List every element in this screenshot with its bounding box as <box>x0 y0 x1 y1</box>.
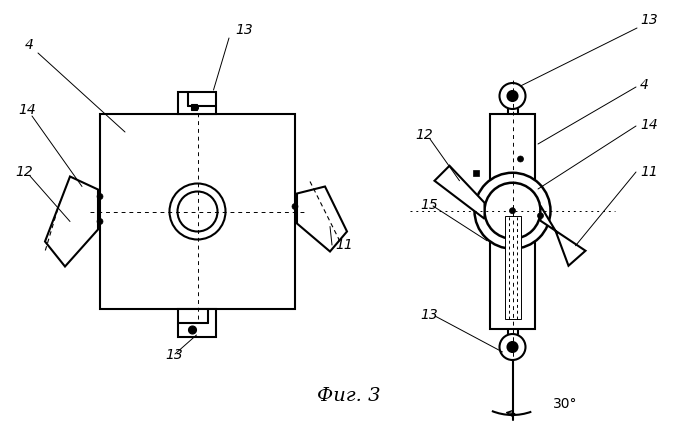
Circle shape <box>97 193 103 200</box>
Circle shape <box>97 218 103 224</box>
Circle shape <box>517 156 524 162</box>
Text: 11: 11 <box>640 165 658 179</box>
Circle shape <box>169 184 226 240</box>
Bar <box>191 104 196 110</box>
Bar <box>178 309 215 337</box>
Text: 30°: 30° <box>552 397 577 411</box>
Circle shape <box>189 326 196 334</box>
Circle shape <box>178 192 217 232</box>
Polygon shape <box>297 187 347 251</box>
Text: 13: 13 <box>235 23 253 37</box>
Text: Фиг. 3: Фиг. 3 <box>317 387 381 405</box>
Text: 13: 13 <box>640 13 658 27</box>
Text: 11: 11 <box>335 238 353 252</box>
Text: 12: 12 <box>415 128 433 142</box>
Circle shape <box>500 83 526 109</box>
Polygon shape <box>540 206 586 266</box>
Text: 14: 14 <box>640 118 658 132</box>
Bar <box>505 216 521 319</box>
Text: 15: 15 <box>420 198 438 212</box>
Bar <box>100 114 295 309</box>
Circle shape <box>507 342 517 352</box>
Circle shape <box>538 213 544 219</box>
Circle shape <box>475 173 551 249</box>
Circle shape <box>484 183 540 239</box>
Text: 13: 13 <box>165 348 182 362</box>
Text: 4: 4 <box>640 78 649 92</box>
Polygon shape <box>45 176 98 267</box>
Circle shape <box>507 91 517 101</box>
Bar <box>178 92 215 114</box>
Polygon shape <box>435 166 484 219</box>
Circle shape <box>292 204 298 209</box>
Text: 4: 4 <box>25 38 34 52</box>
Text: 13: 13 <box>420 308 438 322</box>
Text: 12: 12 <box>15 165 33 179</box>
Bar <box>490 114 535 329</box>
Bar <box>473 170 479 176</box>
Text: 14: 14 <box>18 103 36 117</box>
Circle shape <box>510 208 515 214</box>
Circle shape <box>500 334 526 360</box>
